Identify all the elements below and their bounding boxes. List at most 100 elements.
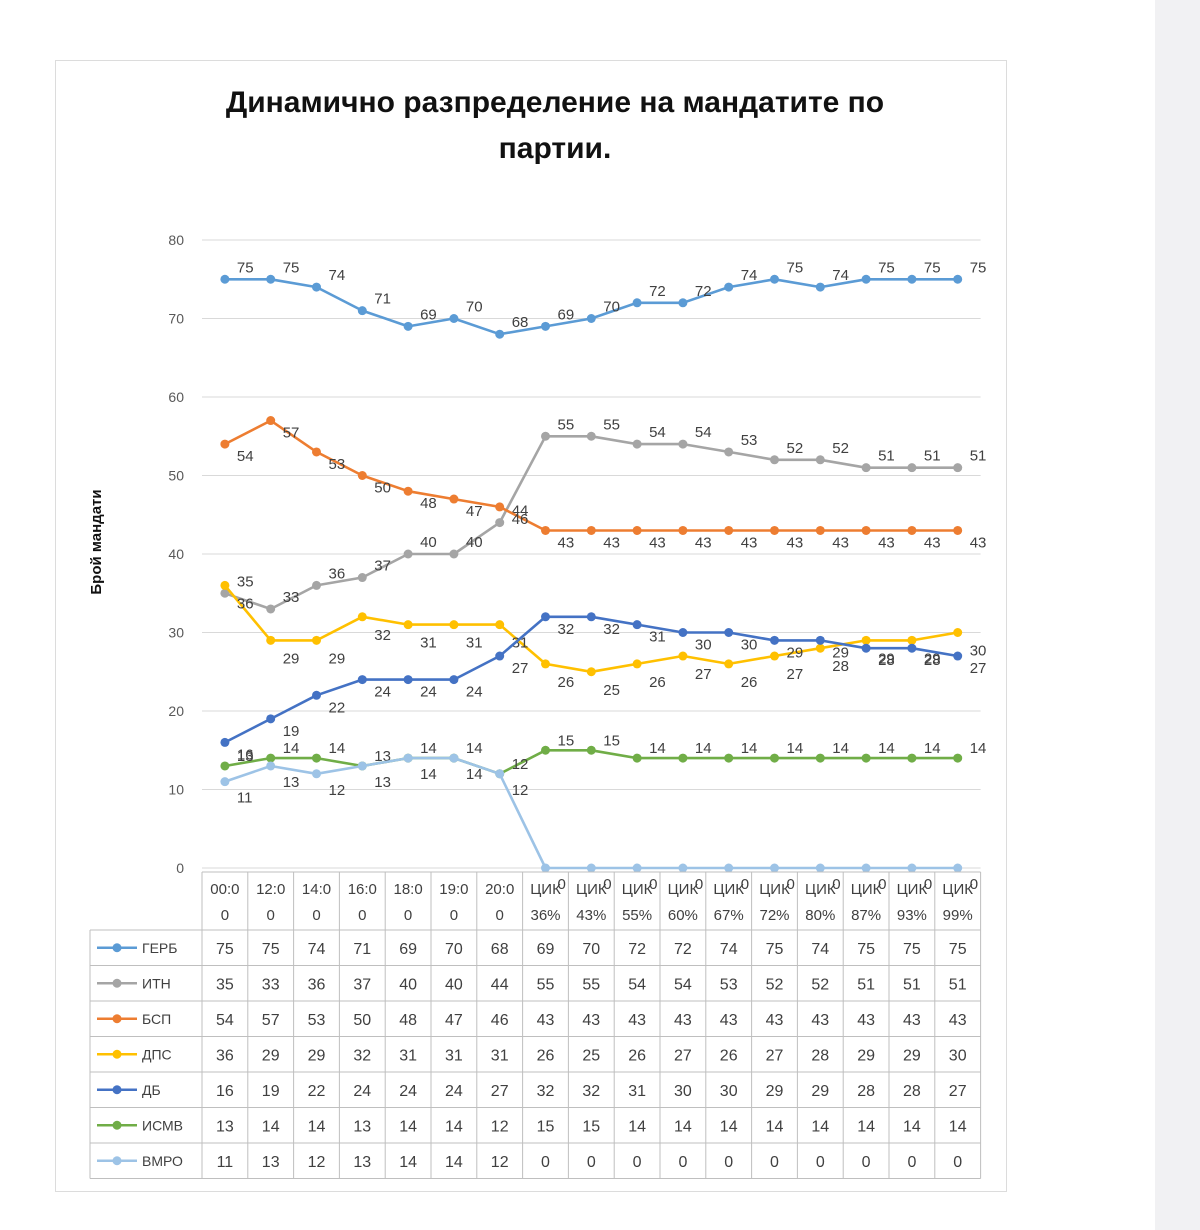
table-cell-1-14: 51 [857, 976, 875, 993]
point-0-7 [541, 321, 550, 331]
data-label-4-12: 29 [787, 644, 804, 661]
table-cell-3-5: 31 [445, 1047, 463, 1064]
table-cell-0-15: 75 [903, 941, 921, 958]
data-label-0-10: 72 [695, 283, 712, 300]
table-cell-2-3: 50 [353, 1012, 371, 1029]
legend-label-6: ВМРО [142, 1153, 183, 1169]
point-1-16 [953, 463, 963, 473]
point-5-12 [770, 753, 779, 763]
table-cell-4-5: 24 [445, 1083, 463, 1100]
category-label-10-b: 60% [668, 907, 698, 924]
category-label-8-a: ЦИК [576, 881, 607, 898]
data-label-4-8: 32 [603, 621, 620, 638]
chart-title: Динамично разпределение на мандатите по … [55, 80, 1055, 172]
table-cell-1-4: 40 [399, 976, 417, 993]
data-label-0-11: 74 [741, 267, 758, 284]
data-label-2-14: 43 [878, 534, 895, 551]
table-cell-1-13: 52 [811, 976, 829, 993]
table-cell-6-0: 11 [217, 1154, 234, 1171]
data-label-0-5: 70 [466, 299, 483, 316]
point-2-15 [907, 525, 917, 535]
data-label-1-5: 40 [466, 534, 483, 551]
table-cell-2-12: 43 [766, 1012, 784, 1029]
table-cell-1-16: 51 [949, 976, 967, 993]
y-tick-label-70: 70 [168, 311, 184, 327]
table-cell-4-4: 24 [399, 1083, 417, 1100]
table-cell-6-15: 0 [907, 1154, 916, 1171]
point-2-0 [220, 439, 230, 449]
point-2-12 [770, 525, 779, 535]
table-cell-1-0: 35 [216, 976, 234, 993]
table-cell-4-9: 31 [628, 1083, 646, 1100]
table-cell-1-5: 40 [445, 976, 463, 993]
data-label-2-0: 54 [237, 448, 254, 465]
point-1-6 [495, 518, 505, 528]
data-label-4-7: 32 [558, 621, 575, 638]
data-label-0-8: 70 [603, 299, 620, 316]
table-cell-2-10: 43 [674, 1012, 692, 1029]
table-cell-4-14: 28 [857, 1083, 875, 1100]
point-0-8 [586, 314, 596, 323]
table-cell-5-8: 15 [582, 1118, 600, 1135]
series-line-0 [224, 277, 958, 336]
category-label-4-a: 18:0 [393, 881, 422, 898]
point-4-13 [815, 635, 825, 645]
data-label-1-13: 52 [832, 440, 849, 457]
legend-label-3: ДПС [142, 1046, 172, 1062]
data-label-0-2: 74 [329, 267, 346, 284]
point-1-8 [586, 431, 596, 441]
data-label-0-9: 72 [649, 283, 666, 300]
point-3-14 [861, 635, 871, 645]
point-0-12 [770, 274, 779, 284]
data-label-1-11: 53 [741, 432, 758, 449]
data-label-2-5: 47 [466, 503, 483, 520]
page-right-strip [1155, 0, 1200, 1230]
table-cell-0-0: 75 [216, 941, 234, 958]
table-cell-1-8: 55 [582, 976, 600, 993]
point-2-16 [953, 525, 963, 535]
table-cell-3-11: 26 [720, 1047, 738, 1064]
table-cell-0-10: 72 [674, 941, 692, 958]
legend-label-0: ГЕРБ [142, 940, 177, 956]
point-2-10 [678, 525, 688, 535]
point-5-11 [724, 753, 734, 763]
point-1-3 [357, 573, 367, 583]
point-3-3 [357, 612, 367, 622]
data-label-6-6: 12 [512, 782, 529, 799]
data-label-4-6: 27 [512, 660, 529, 677]
category-label-1-b: 0 [267, 907, 275, 924]
data-label-4-11: 30 [741, 637, 758, 654]
point-3-2 [312, 635, 321, 645]
data-label-4-2: 22 [329, 699, 346, 716]
data-label-3-0: 36 [237, 595, 254, 612]
data-label-6-0: 11 [237, 790, 253, 807]
data-label-1-0: 35 [237, 573, 254, 590]
table-cell-0-1: 75 [262, 941, 280, 958]
data-label-1-1: 33 [283, 589, 300, 606]
category-label-12-b: 72% [759, 907, 789, 924]
data-label-5-15: 14 [924, 740, 941, 757]
data-label-2-10: 43 [695, 534, 712, 551]
y-tick-label-0: 0 [176, 860, 184, 876]
point-4-10 [678, 628, 688, 637]
table-cell-5-14: 14 [857, 1118, 875, 1135]
table-cell-4-2: 22 [308, 1083, 326, 1100]
data-label-3-11: 26 [741, 674, 758, 691]
point-3-5 [449, 620, 459, 630]
point-6-15 [907, 863, 917, 873]
y-tick-label-10: 10 [168, 782, 184, 798]
point-6-5 [449, 753, 459, 763]
data-label-0-16: 75 [970, 259, 987, 276]
table-cell-2-1: 57 [262, 1012, 280, 1029]
point-0-4 [403, 321, 413, 331]
point-3-13 [815, 643, 825, 653]
data-label-3-9: 26 [649, 674, 666, 691]
table-cell-6-8: 0 [587, 1154, 596, 1171]
table-cell-0-16: 75 [949, 941, 967, 958]
data-label-5-8: 15 [603, 732, 620, 749]
point-1-4 [403, 549, 413, 559]
table-cell-1-9: 54 [628, 976, 646, 993]
point-4-2 [312, 690, 321, 700]
point-6-16 [953, 863, 963, 873]
data-label-0-13: 74 [832, 267, 849, 284]
